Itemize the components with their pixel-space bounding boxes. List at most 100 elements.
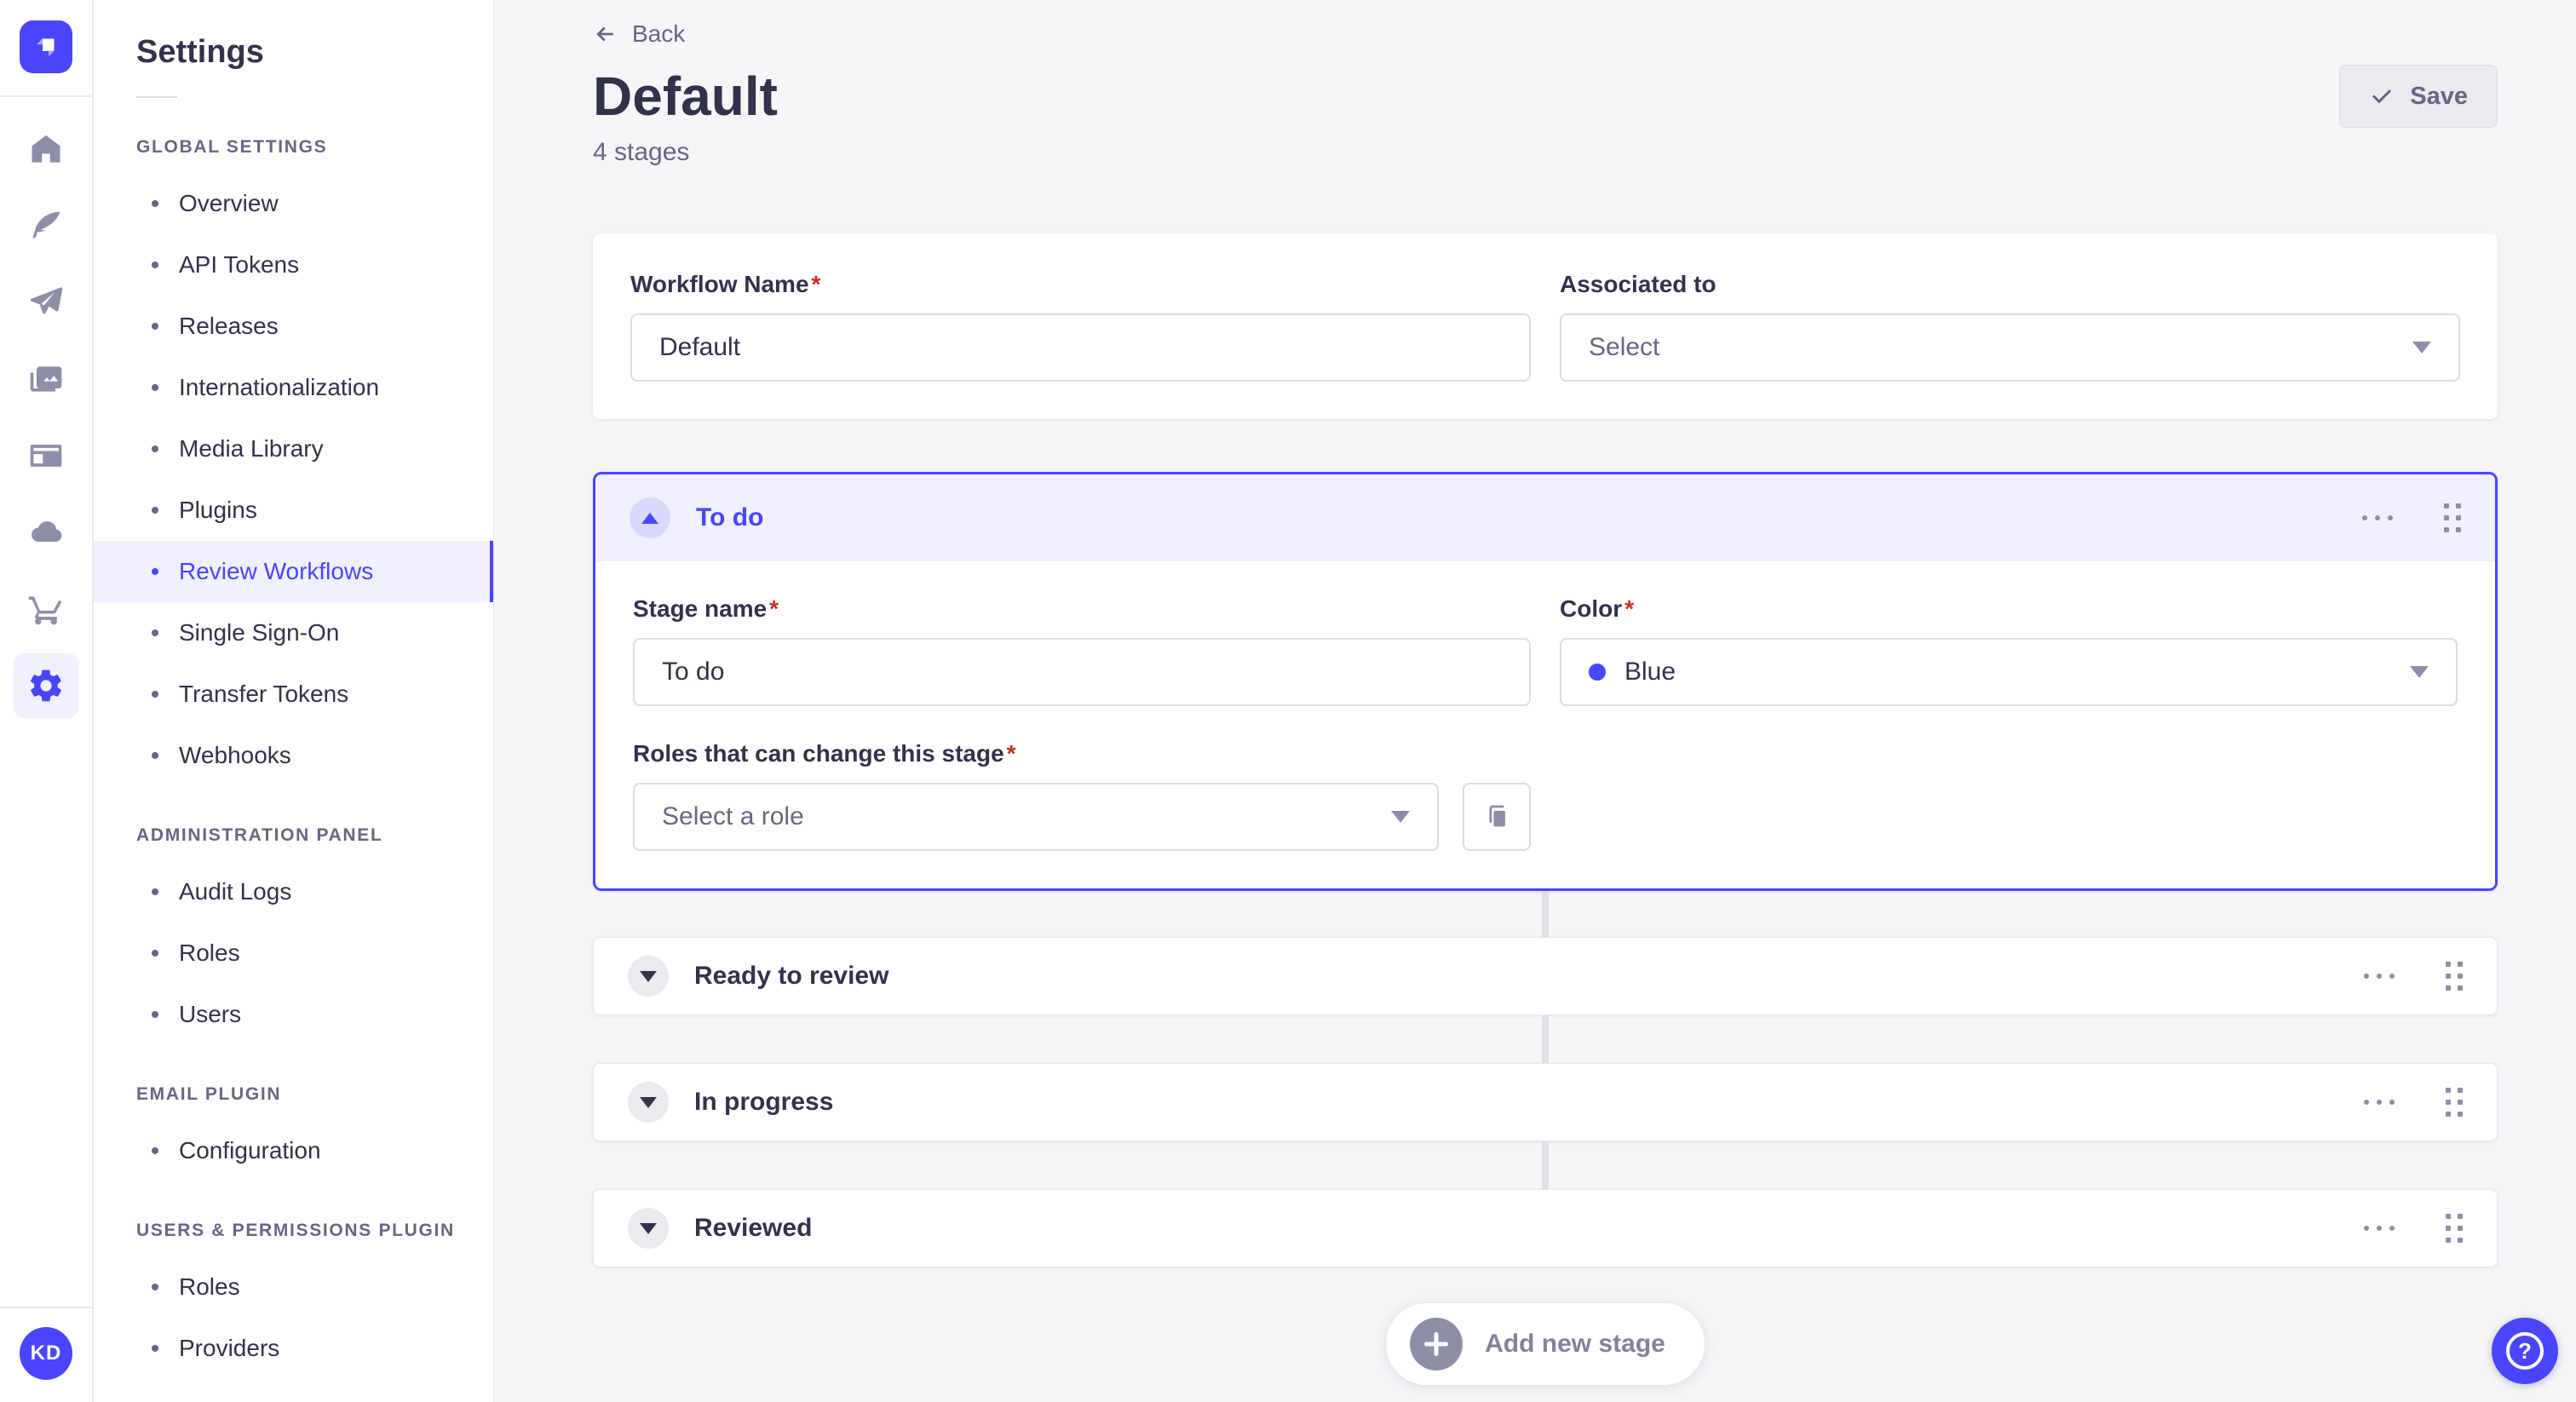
sidebar-item-providers[interactable]: Providers <box>94 1318 493 1379</box>
question-mark-icon: ? <box>2506 1332 2544 1370</box>
required-mark: * <box>769 595 779 622</box>
drag-handle-icon[interactable] <box>2446 1214 2463 1243</box>
cloud-icon[interactable] <box>26 513 66 552</box>
settings-title: Settings <box>136 34 264 70</box>
workflow-meta-card: Workflow Name * Default Associated to Sel… <box>593 233 2498 419</box>
home-icon[interactable] <box>26 129 66 169</box>
stage-title: Reviewed <box>694 1214 813 1242</box>
stage-title: In progress <box>694 1088 834 1116</box>
save-button[interactable]: Save <box>2339 65 2498 128</box>
copy-icon <box>1489 805 1505 827</box>
chevron-down-icon <box>640 1222 657 1234</box>
sidebar-item-email-configuration[interactable]: Configuration <box>94 1120 493 1181</box>
marketplace-cart-icon[interactable] <box>26 589 66 629</box>
section-heading-email-plugin: EMAIL PLUGIN <box>136 1084 282 1104</box>
collapse-toggle-button[interactable] <box>630 497 670 538</box>
content-manager-icon[interactable] <box>26 436 66 475</box>
section-heading-users-permissions-plugin: USERS & PERMISSIONS PLUGIN <box>136 1221 455 1240</box>
sidebar-item-up-roles[interactable]: Roles <box>94 1256 493 1318</box>
app-icon-rail: KD <box>0 0 94 1402</box>
expand-toggle-button[interactable] <box>628 1208 669 1249</box>
stage-options-menu-icon[interactable] <box>2364 1100 2395 1105</box>
stage-title: To do <box>696 503 764 531</box>
stage-card-in-progress[interactable]: In progress <box>593 1063 2498 1141</box>
stage-connector <box>1542 1141 1549 1189</box>
stage-roles-select[interactable]: Select a role <box>633 783 1439 851</box>
strapi-logo[interactable] <box>20 20 72 73</box>
sidebar-item-media-library[interactable]: Media Library <box>94 418 493 480</box>
sidebar-item-webhooks[interactable]: Webhooks <box>94 725 493 786</box>
stage-name-input[interactable]: To do <box>633 638 1531 706</box>
drag-handle-icon[interactable] <box>2446 1088 2463 1117</box>
bullet-icon <box>152 384 158 391</box>
stage-color-field: Color * Blue <box>1560 595 2458 706</box>
drag-handle-icon[interactable] <box>2446 962 2463 991</box>
rail-bottom-divider <box>0 1307 93 1308</box>
sidebar-item-overview[interactable]: Overview <box>94 173 493 234</box>
workflow-name-field: Workflow Name * Default <box>630 271 1531 382</box>
bullet-icon <box>152 691 158 698</box>
sidebar-item-users[interactable]: Users <box>94 984 493 1045</box>
bullet-icon <box>152 950 158 957</box>
bullet-icon <box>152 568 158 575</box>
sidebar-item-internationalization[interactable]: Internationalization <box>94 357 493 418</box>
stage-options-menu-icon[interactable] <box>2364 1226 2395 1231</box>
send-icon[interactable] <box>26 283 66 322</box>
chevron-down-icon <box>2412 342 2431 353</box>
media-library-icon[interactable] <box>26 359 66 399</box>
expand-toggle-button[interactable] <box>628 956 669 997</box>
stage-to-do-body: Stage name * To do Color * Blue <box>595 561 2495 888</box>
color-swatch-blue <box>1589 664 1606 681</box>
sidebar-item-transfer-tokens[interactable]: Transfer Tokens <box>94 664 493 725</box>
settings-gear-icon[interactable] <box>14 653 78 718</box>
stage-roles-field: Roles that can change this stage * Select… <box>633 740 1531 851</box>
expand-toggle-button[interactable] <box>628 1082 669 1123</box>
required-mark: * <box>1624 595 1635 622</box>
section-heading-global-settings: GLOBAL SETTINGS <box>136 137 328 157</box>
associated-to-select[interactable]: Select <box>1560 313 2460 382</box>
sidebar-item-review-workflows[interactable]: Review Workflows <box>94 541 493 602</box>
stage-options-menu-icon[interactable] <box>2362 515 2393 520</box>
bullet-icon <box>152 445 158 452</box>
bullet-icon <box>152 752 158 759</box>
help-button[interactable]: ? <box>2492 1318 2558 1384</box>
settings-title-divider <box>136 96 177 98</box>
stage-roles-label: Roles that can change this stage * <box>633 740 1016 767</box>
stage-card-ready-to-review[interactable]: Ready to review <box>593 937 2498 1015</box>
stage-card-to-do: To do Stage name * To do Color * <box>593 472 2498 891</box>
bullet-icon <box>152 1284 158 1290</box>
content-builder-icon[interactable] <box>26 206 66 245</box>
strapi-logo-glyph <box>37 38 55 56</box>
sidebar-item-admin-roles[interactable]: Roles <box>94 922 493 984</box>
workflow-name-input[interactable]: Default <box>630 313 1531 382</box>
stage-to-do-header[interactable]: To do <box>595 474 2495 561</box>
bullet-icon <box>152 200 158 207</box>
stage-count-subtitle: 4 stages <box>593 138 690 166</box>
back-link[interactable]: Back <box>593 20 685 48</box>
duplicate-stage-button[interactable] <box>1463 783 1531 851</box>
chevron-down-icon <box>640 1096 657 1108</box>
sidebar-item-plugins[interactable]: Plugins <box>94 480 493 541</box>
associated-to-label: Associated to <box>1560 271 1716 297</box>
associated-to-field: Associated to Select <box>1560 271 2460 382</box>
bullet-icon <box>152 261 158 268</box>
bullet-icon <box>152 323 158 330</box>
sidebar-item-audit-logs[interactable]: Audit Logs <box>94 861 493 922</box>
add-new-stage-button[interactable]: Add new stage <box>1386 1303 1705 1385</box>
user-avatar[interactable]: KD <box>20 1327 72 1380</box>
sidebar-item-api-tokens[interactable]: API Tokens <box>94 234 493 296</box>
sidebar-item-releases[interactable]: Releases <box>94 296 493 357</box>
bullet-icon <box>152 888 158 895</box>
rail-divider <box>0 95 93 97</box>
stage-options-menu-icon[interactable] <box>2364 974 2395 979</box>
check-icon <box>2372 89 2392 104</box>
stage-card-reviewed[interactable]: Reviewed <box>593 1189 2498 1267</box>
stage-name-field: Stage name * To do <box>633 595 1531 706</box>
page-title: Default <box>593 66 778 127</box>
sidebar-item-single-sign-on[interactable]: Single Sign-On <box>94 602 493 664</box>
stage-color-select[interactable]: Blue <box>1560 638 2458 706</box>
drag-handle-icon[interactable] <box>2444 503 2461 532</box>
bullet-icon <box>152 629 158 636</box>
workflow-name-label: Workflow Name * <box>630 271 821 297</box>
bullet-icon <box>152 507 158 514</box>
